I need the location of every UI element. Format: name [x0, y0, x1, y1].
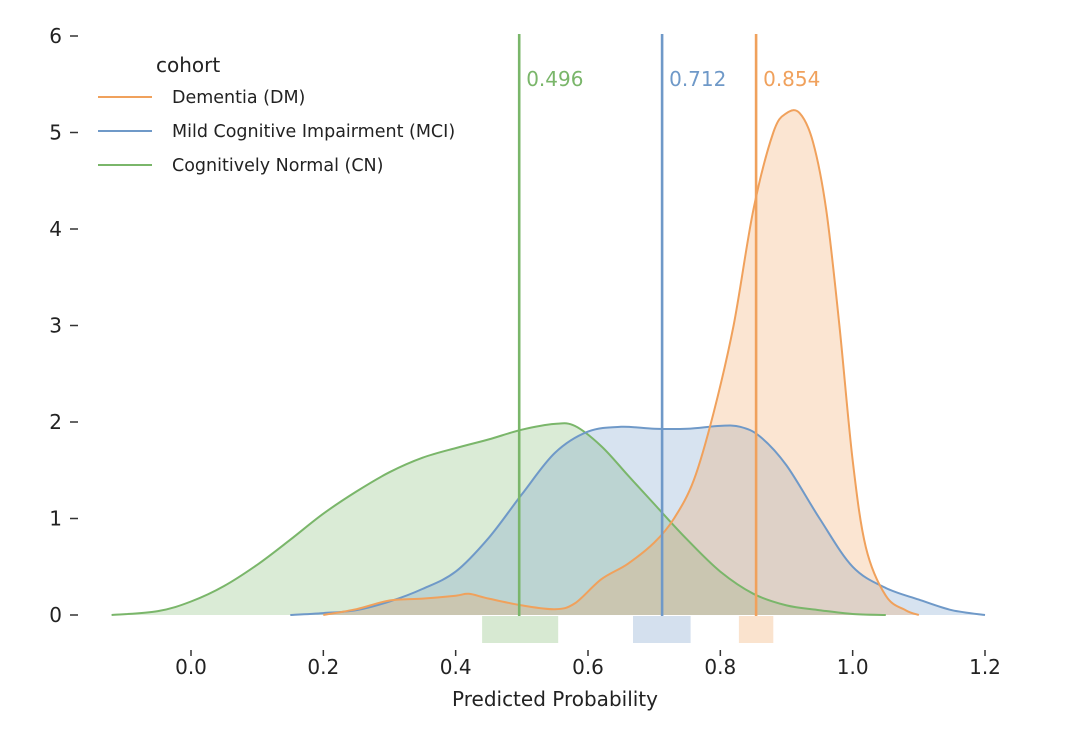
density-line-dementia-dm	[323, 109, 920, 616]
legend-title: cohort	[156, 53, 220, 77]
ci-bands	[482, 616, 774, 643]
y-tick-label: 1	[49, 507, 62, 531]
density-fill-mild-cognitive-impairment-mci	[290, 425, 985, 615]
legend: cohort Dementia (DM) Mild Cognitive Impair…	[98, 53, 455, 176]
density-fills	[111, 110, 985, 615]
y-tick-label: 2	[49, 410, 62, 434]
x-tick-label: 0.8	[704, 655, 736, 679]
legend-entry: Cognitively Normal (CN)	[172, 156, 383, 176]
axes: 0 1 2 3 4 5 6 0.0 0.2 0.4 0.6 0.8 1.0 1.2 Predicted Pr…	[49, 24, 1001, 711]
density-lines	[111, 109, 986, 616]
mean-lines: 0.854 0.712 0.496	[517, 34, 820, 616]
legend-entry: Mild Cognitive Impairment (MCI)	[172, 122, 455, 142]
y-tick-label: 6	[49, 24, 62, 48]
mean-label-cognitively-normal-cn: 0.496	[526, 67, 583, 91]
density-line-mild-cognitive-impairment-mci	[290, 424, 986, 616]
density-fill-cognitively-normal-cn	[111, 423, 886, 615]
density-fill-dementia-dm	[323, 110, 919, 615]
x-axis-label: Predicted Probability	[452, 687, 658, 711]
x-tick-label: 1.0	[837, 655, 869, 679]
y-tick-label: 0	[49, 603, 62, 627]
y-tick-label: 5	[49, 121, 62, 145]
density-line-cognitively-normal-cn	[111, 422, 886, 616]
y-tick-label: 4	[49, 217, 62, 241]
mean-label-dementia-dm: 0.854	[763, 67, 820, 91]
y-tick-label: 3	[49, 314, 62, 338]
x-tick-label: 0.0	[175, 655, 207, 679]
ci-band-mild-cognitive-impairment-mci	[633, 616, 691, 643]
legend-entry: Dementia (DM)	[172, 88, 305, 108]
x-tick-label: 0.6	[572, 655, 604, 679]
x-tick-label: 0.4	[440, 655, 472, 679]
ci-band-cognitively-normal-cn	[482, 616, 559, 643]
x-tick-label: 0.2	[307, 655, 339, 679]
ci-band-dementia-dm	[738, 616, 774, 643]
mean-label-mild-cognitive-impairment-mci: 0.712	[669, 67, 726, 91]
x-tick-label: 1.2	[969, 655, 1001, 679]
